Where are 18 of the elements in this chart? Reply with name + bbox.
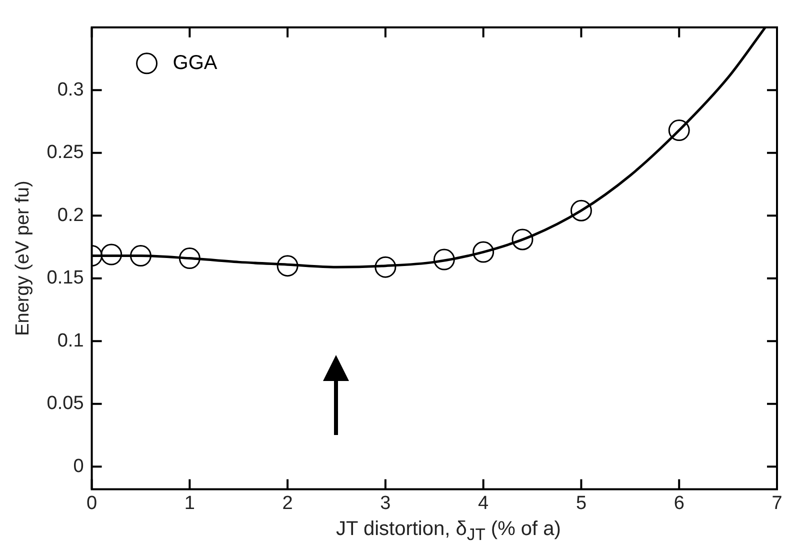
x-axis-title: JT distortion, δ$_{JT}$ (% of a) bbox=[335, 518, 562, 545]
y-tick-label: 0.3 bbox=[57, 79, 84, 100]
y-tick-label: 0.25 bbox=[46, 142, 84, 164]
y-tick-label: 0.2 bbox=[57, 204, 84, 226]
x-tick-label: 1 bbox=[184, 492, 195, 514]
x-tick-label: 0 bbox=[86, 492, 98, 514]
x-tick-label: 3 bbox=[380, 492, 391, 514]
legend-label: GGA bbox=[172, 52, 218, 74]
x-tick-label: 5 bbox=[576, 492, 587, 514]
x-tick-label: 2 bbox=[282, 492, 293, 514]
x-tick-label: 6 bbox=[674, 492, 684, 514]
y-tick-label: 0 bbox=[73, 456, 84, 477]
y-axis-title: Energy (eV per fu) bbox=[12, 180, 34, 336]
y-tick-label: 0.05 bbox=[46, 393, 84, 414]
x-tick-label: 7 bbox=[772, 492, 782, 514]
x-tick-label: 4 bbox=[478, 492, 490, 514]
y-tick-label: 0.1 bbox=[57, 330, 84, 352]
y-tick-label: 0.15 bbox=[46, 268, 84, 289]
